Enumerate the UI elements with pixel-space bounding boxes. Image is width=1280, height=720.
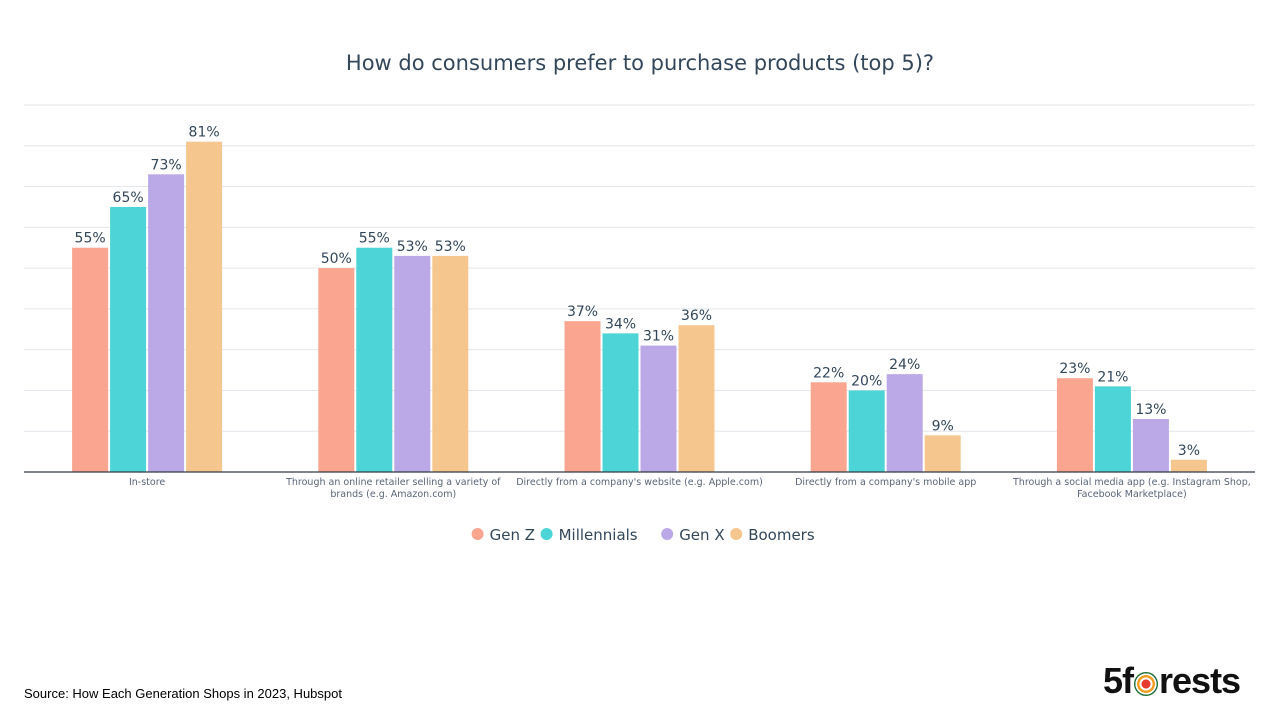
- category-label: Through a social media app (e.g. Instagr…: [1012, 477, 1251, 500]
- chart-title: How do consumers prefer to purchase prod…: [346, 51, 934, 75]
- bars: [72, 141, 1207, 473]
- value-label: 55%: [75, 231, 106, 247]
- value-label: 36%: [681, 308, 712, 324]
- legend-label: Gen Z: [490, 526, 535, 544]
- bar: [110, 206, 147, 472]
- bar: [318, 268, 355, 472]
- legend-label: Gen X: [679, 526, 724, 544]
- category-label-line: brands (e.g. Amazon.com): [330, 489, 456, 500]
- value-label: 34%: [605, 316, 636, 332]
- value-label: 20%: [851, 373, 882, 389]
- value-label: 65%: [113, 190, 144, 206]
- category-label: Directly from a company's website (e.g. …: [516, 477, 763, 488]
- logo-text-start: 5f: [1103, 660, 1134, 701]
- value-label: 13%: [1135, 402, 1166, 418]
- category-label: In-store: [129, 477, 165, 488]
- bar: [394, 255, 431, 472]
- category-labels: In-store Through an online retailer selli…: [129, 477, 1251, 500]
- value-label: 24%: [889, 357, 920, 373]
- value-label: 53%: [397, 239, 428, 255]
- bar: [72, 247, 109, 472]
- bar: [848, 390, 885, 472]
- category-label-line: Facebook Marketplace): [1077, 489, 1187, 500]
- legend-label: Millennials: [559, 526, 638, 544]
- value-label: 73%: [151, 157, 182, 173]
- bar: [432, 255, 469, 472]
- legend-swatch: [661, 528, 674, 540]
- value-label: 53%: [435, 239, 466, 255]
- bar: [924, 435, 961, 472]
- bar: [564, 321, 601, 472]
- bar: [1132, 418, 1169, 472]
- category-label-line: Directly from a company's mobile app: [795, 477, 976, 488]
- bar: [640, 345, 677, 472]
- category-label-line: Through a social media app (e.g. Instagr…: [1012, 477, 1251, 488]
- bar: [186, 141, 223, 472]
- bar: [602, 333, 639, 472]
- value-label: 81%: [189, 125, 220, 141]
- brand-logo: 5f rests: [1103, 660, 1241, 702]
- legend-label: Boomers: [748, 526, 815, 544]
- category-label-line: In-store: [129, 477, 165, 488]
- grid: [24, 104, 1255, 432]
- target-icon: [1134, 672, 1159, 696]
- logo-text-end: rests: [1159, 660, 1241, 701]
- legend-swatch: [471, 528, 484, 540]
- source-note: Source: How Each Generation Shops in 202…: [24, 686, 342, 701]
- category-label: Directly from a company's mobile app: [795, 477, 976, 488]
- bar: [886, 374, 923, 472]
- value-label: 37%: [567, 304, 598, 320]
- value-label: 23%: [1059, 361, 1090, 377]
- category-label-line: Directly from a company's website (e.g. …: [516, 477, 763, 488]
- value-label: 9%: [932, 418, 954, 434]
- bar: [148, 174, 185, 473]
- value-label: 31%: [643, 329, 674, 345]
- bar: [1094, 386, 1131, 472]
- bar: [1170, 459, 1207, 472]
- value-label: 50%: [321, 251, 352, 267]
- bar: [678, 325, 715, 472]
- legend-swatch: [540, 528, 553, 540]
- value-label: 22%: [813, 365, 844, 381]
- bar: [810, 382, 847, 472]
- value-label: 3%: [1178, 443, 1200, 459]
- value-label: 21%: [1097, 369, 1128, 385]
- value-labels: 55% 65% 73% 81% 50% 55% 53% 53% 37% 34% 31% 36% 22% 2…: [75, 125, 1200, 459]
- bar: [356, 247, 393, 472]
- value-label: 55%: [359, 231, 390, 247]
- category-label: Through an online retailer selling a var…: [285, 477, 501, 500]
- legend-swatch: [730, 528, 743, 540]
- category-label-line: Through an online retailer selling a var…: [285, 477, 501, 488]
- legend: Gen Z Millennials Gen X Boomers: [471, 526, 815, 544]
- bar: [1056, 378, 1093, 472]
